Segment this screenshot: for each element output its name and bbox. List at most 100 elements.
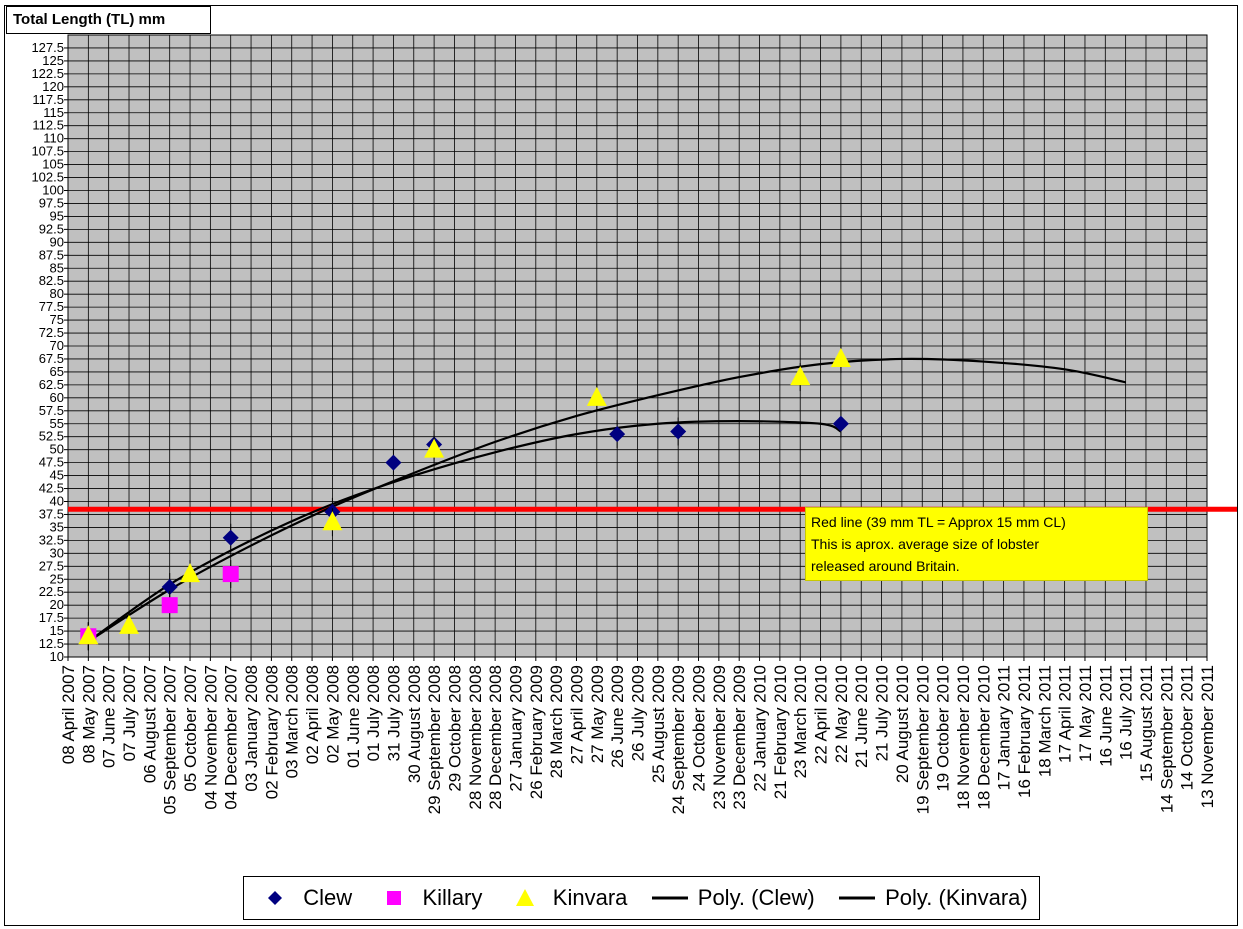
y-tick-label: 102.5 xyxy=(31,170,64,185)
line-marker-icon xyxy=(650,886,690,910)
legend-item-clew: Clew xyxy=(255,885,352,911)
legend-item-kinvara: Kinvara xyxy=(505,885,627,911)
y-tick-label: 12.5 xyxy=(39,636,64,651)
y-tick-label: 105 xyxy=(42,157,64,172)
x-tick-label: 13 November 2011 xyxy=(1198,665,1217,808)
x-tick-label: 03 March 2008 xyxy=(283,665,302,778)
y-tick-label: 92.5 xyxy=(39,221,64,236)
y-tick-label: 57.5 xyxy=(39,403,64,418)
annotation-line-2: This is aprox. average size of lobster xyxy=(811,536,1039,552)
legend-item-poly-kinvara: Poly. (Kinvara) xyxy=(837,885,1028,911)
y-tick-label: 85 xyxy=(50,260,64,275)
x-tick-label: 23 December 2009 xyxy=(730,665,749,810)
y-tick-label: 25 xyxy=(50,571,64,586)
x-tick-label: 25 August 2009 xyxy=(649,665,668,783)
x-tick-label: 14 September 2011 xyxy=(1157,665,1176,813)
x-tick-label: 01 July 2008 xyxy=(364,665,383,761)
x-tick-label: 27 January 2009 xyxy=(506,665,525,792)
x-tick-label: 14 October 2011 xyxy=(1178,665,1197,790)
x-tick-label: 07 June 2007 xyxy=(100,665,119,768)
y-tick-label: 42.5 xyxy=(39,481,64,496)
y-tick-label: 10 xyxy=(50,649,64,664)
x-tick-label: 27 May 2009 xyxy=(588,665,607,763)
x-tick-label: 07 July 2007 xyxy=(120,665,139,761)
x-tick-label: 16 July 2011 xyxy=(1117,665,1136,760)
chart-title: Total Length (TL) mm xyxy=(6,6,211,34)
y-tick-label: 95 xyxy=(50,208,64,223)
point-kinvara xyxy=(78,625,99,645)
y-tick-label: 27.5 xyxy=(39,558,64,573)
y-tick-label: 32.5 xyxy=(39,532,64,547)
x-tick-label: 27 April 2009 xyxy=(567,665,586,764)
y-tick-label: 35 xyxy=(50,519,64,534)
point-clew xyxy=(609,426,626,443)
y-tick-label: 127.5 xyxy=(31,40,64,55)
square-marker-icon xyxy=(374,886,414,910)
x-tick-label: 22 May 2010 xyxy=(832,665,851,763)
x-tick-label: 19 October 2010 xyxy=(934,665,953,792)
point-kinvara xyxy=(424,438,445,458)
x-tick-label: 04 November 2007 xyxy=(201,665,220,810)
x-tick-label: 28 December 2008 xyxy=(486,665,505,810)
y-tick-label: 67.5 xyxy=(39,351,64,366)
annotation-box: Red line (39 mm TL = Approx 15 mm CL) Th… xyxy=(805,507,1148,581)
x-tick-label: 21 June 2010 xyxy=(852,665,871,768)
x-tick-label: 30 August 2008 xyxy=(405,665,424,783)
y-tick-label: 112.5 xyxy=(32,118,64,133)
x-tick-label: 24 October 2009 xyxy=(690,665,709,792)
y-tick-label: 15 xyxy=(50,623,64,638)
y-tick-label: 55 xyxy=(50,416,64,431)
trendline-poly-kinvara xyxy=(87,357,1126,643)
x-tick-label: 01 June 2008 xyxy=(344,665,363,768)
x-tick-label: 16 February 2011 xyxy=(1015,665,1034,798)
legend: Clew Killary Kinvara Poly. (Clew) Poly. … xyxy=(243,876,1040,920)
x-tick-label: 31 July 2008 xyxy=(384,665,403,761)
y-tick-label: 82.5 xyxy=(39,273,64,288)
point-kinvara xyxy=(790,366,811,386)
x-tick-label: 17 January 2011 xyxy=(995,665,1014,790)
x-tick-label: 15 August 2011 xyxy=(1137,665,1156,782)
y-tick-label: 97.5 xyxy=(39,195,64,210)
point-killary xyxy=(161,597,178,614)
diamond-marker-icon xyxy=(255,886,295,910)
legend-label-clew: Clew xyxy=(303,885,353,910)
point-clew xyxy=(385,454,402,471)
legend-item-killary: Killary xyxy=(374,885,482,911)
x-tick-label: 05 September 2007 xyxy=(161,665,180,814)
point-killary xyxy=(222,566,239,583)
y-tick-label: 20 xyxy=(50,597,64,612)
x-tick-label: 28 November 2008 xyxy=(466,665,485,810)
x-tick-label: 21 February 2010 xyxy=(771,665,790,799)
point-clew xyxy=(832,415,849,432)
x-tick-label: 23 November 2009 xyxy=(710,665,729,810)
y-tick-label: 75 xyxy=(50,312,64,327)
point-clew xyxy=(161,579,178,596)
legend-label-killary: Killary xyxy=(422,885,483,910)
point-kinvara xyxy=(322,511,343,531)
y-tick-label: 40 xyxy=(50,494,64,509)
x-tick-label: 04 December 2007 xyxy=(222,665,241,810)
trendline-poly-clew xyxy=(87,420,842,643)
legend-item-poly-clew: Poly. (Clew) xyxy=(650,885,815,911)
y-tick-label: 45 xyxy=(50,468,64,483)
x-tick-label: 21 July 2010 xyxy=(873,665,892,761)
y-tick-label: 50 xyxy=(50,442,64,457)
y-tick-label: 22.5 xyxy=(39,584,64,599)
x-tick-label: 26 February 2009 xyxy=(527,665,546,799)
x-tick-label: 16 June 2011 xyxy=(1096,665,1115,767)
y-tick-label: 90 xyxy=(50,234,64,249)
y-tick-label: 120 xyxy=(42,79,64,94)
legend-label-poly-kinvara: Poly. (Kinvara) xyxy=(885,885,1028,910)
y-tick-label: 30 xyxy=(50,545,64,560)
x-tick-label: 26 June 2009 xyxy=(608,665,627,768)
x-tick-label: 19 September 2010 xyxy=(913,665,932,814)
point-kinvara xyxy=(586,386,607,406)
y-tick-label: 110 xyxy=(43,131,64,146)
y-tick-label: 107.5 xyxy=(31,144,64,159)
x-tick-label: 17 April 2011 xyxy=(1056,665,1075,763)
x-tick-label: 26 July 2009 xyxy=(629,665,648,761)
y-tick-label: 65 xyxy=(50,364,64,379)
annotation-line-3: released around Britain. xyxy=(811,558,960,574)
y-tick-label: 70 xyxy=(50,338,64,353)
